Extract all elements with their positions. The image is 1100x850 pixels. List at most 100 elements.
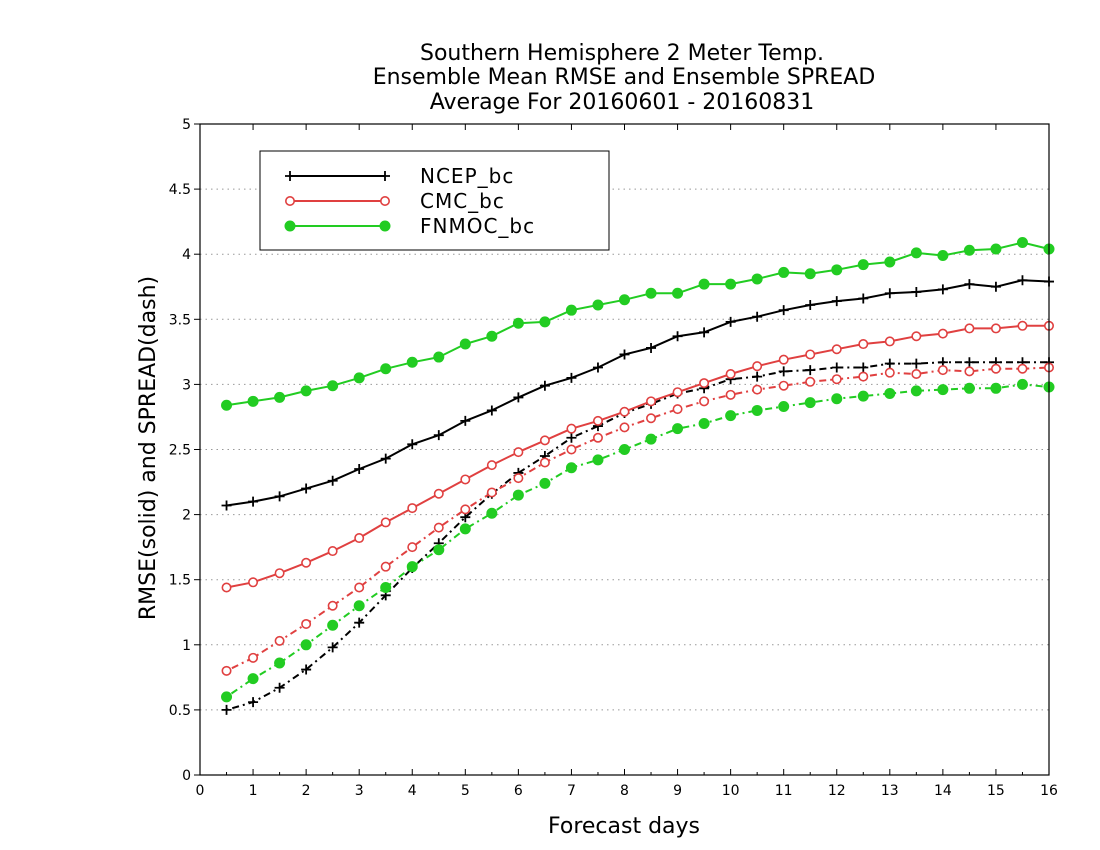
data-point (380, 561, 391, 572)
data-point (433, 351, 445, 363)
data-point (284, 220, 296, 232)
data-point (539, 380, 550, 391)
data-point (433, 488, 444, 499)
data-point (884, 388, 896, 400)
data-point (778, 380, 789, 391)
data-point (301, 618, 312, 629)
data-point (751, 404, 763, 416)
x-tick-label: 8 (620, 783, 629, 799)
x-tick-labels: 0 1 2 3 4 5 6 7 8 9 10 11 12 13 14 15 16 (196, 783, 1058, 799)
x-tick-label: 13 (881, 783, 899, 799)
data-point (433, 522, 444, 533)
data-point (486, 330, 498, 342)
data-point (937, 250, 949, 262)
data-point (646, 413, 657, 424)
data-point (1016, 236, 1028, 248)
spread-line (225, 383, 1050, 698)
data-point (327, 546, 338, 557)
data-point (831, 374, 842, 385)
title-line-2: Ensemble Mean RMSE and Ensemble SPREAD (373, 65, 876, 90)
data-point (752, 311, 763, 322)
axis-ticks (194, 123, 1050, 776)
data-point (963, 382, 975, 394)
x-tick-label: 10 (722, 783, 740, 799)
data-point (247, 673, 259, 685)
data-point (592, 415, 603, 426)
data-point (964, 366, 975, 377)
data-point (831, 393, 843, 405)
data-point (857, 259, 869, 271)
y-tick-label: 2.5 (169, 443, 191, 459)
data-point (380, 517, 391, 528)
data-point (619, 422, 630, 433)
data-point (1017, 320, 1028, 331)
data-point (566, 372, 577, 383)
y-tick-label: 1 (182, 638, 191, 654)
data-point (221, 691, 233, 703)
data-point (752, 361, 763, 372)
legend-item: FNMOC_bc (284, 214, 534, 238)
data-point (725, 410, 737, 422)
data-point (539, 457, 550, 468)
data-point (831, 362, 842, 373)
y-tick-label: 3.5 (169, 312, 191, 328)
data-point (858, 339, 869, 350)
data-point (513, 447, 524, 458)
data-point (380, 363, 392, 375)
data-point (831, 296, 842, 307)
data-point (300, 385, 312, 397)
data-point (274, 657, 286, 669)
data-point (884, 367, 895, 378)
y-tick-label: 5 (182, 117, 191, 133)
data-point (910, 247, 922, 259)
data-point (327, 642, 338, 653)
data-point (804, 397, 816, 409)
data-point (301, 664, 312, 675)
data-point (486, 507, 498, 519)
data-point (221, 582, 232, 593)
data-point (460, 415, 471, 426)
data-point (619, 294, 630, 306)
y-axis-title: RMSE(solid) and SPREAD(dash) (136, 276, 161, 620)
x-tick-label: 2 (302, 783, 311, 799)
data-point (353, 600, 365, 612)
data-point (592, 362, 603, 373)
x-tick-label: 5 (461, 783, 470, 799)
data-point (778, 366, 789, 377)
data-point (248, 496, 259, 507)
data-point (645, 433, 657, 445)
x-tick-label: 4 (408, 783, 417, 799)
data-point (911, 286, 922, 297)
data-point (884, 336, 895, 347)
data-point (725, 278, 737, 290)
data-point (274, 391, 286, 403)
data-point (645, 287, 657, 299)
data-point (248, 652, 259, 663)
y-tick-label: 4.5 (169, 182, 191, 198)
spread-line (226, 366, 1050, 672)
data-point (964, 357, 975, 368)
data-point (379, 220, 391, 232)
data-point (565, 462, 577, 474)
spread-line (226, 361, 1049, 711)
x-tick-label: 16 (1040, 783, 1058, 799)
data-point (354, 533, 365, 544)
data-point (699, 396, 710, 407)
data-point (301, 483, 312, 494)
data-point (858, 293, 869, 304)
data-point (990, 323, 1001, 334)
x-tick-label: 9 (673, 783, 682, 799)
data-point (910, 385, 922, 397)
data-point (592, 432, 603, 443)
data-point (619, 406, 630, 417)
data-point (539, 435, 550, 446)
data-point (778, 305, 789, 316)
x-tick-label: 15 (987, 783, 1005, 799)
data-point (778, 354, 789, 365)
data-point (247, 395, 259, 407)
data-point (379, 196, 390, 207)
legend-item: CMC_bc (284, 189, 504, 213)
data-point (565, 304, 577, 316)
data-point (248, 697, 259, 708)
